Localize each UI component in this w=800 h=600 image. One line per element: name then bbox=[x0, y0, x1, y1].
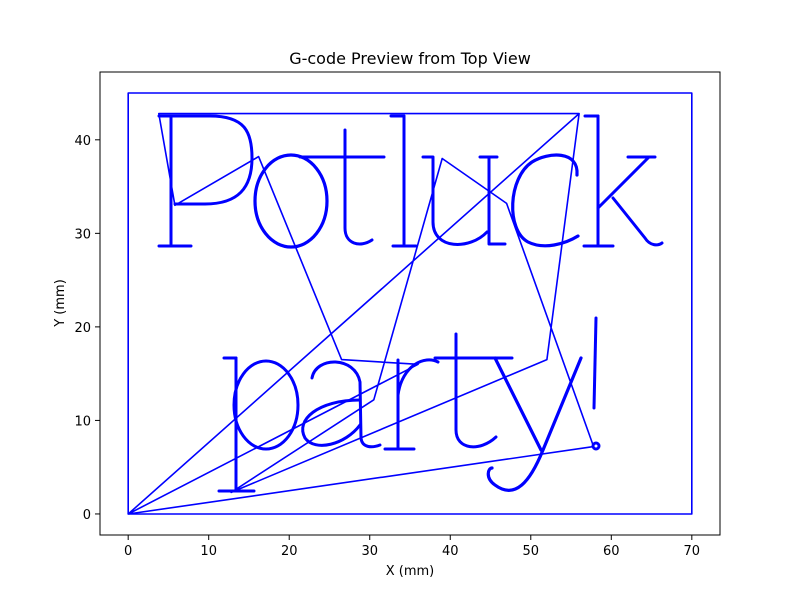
x-axis-label: X (mm) bbox=[386, 564, 435, 579]
letter-r-stroke bbox=[383, 358, 440, 451]
exclamation-stroke bbox=[591, 316, 601, 451]
x-tick-label: 10 bbox=[200, 544, 217, 559]
series-layer bbox=[127, 92, 693, 515]
letter-y-stroke bbox=[486, 356, 583, 492]
letter-c-stroke bbox=[511, 153, 580, 248]
y-tick-label: 0 bbox=[83, 508, 91, 523]
letter-k-stroke bbox=[582, 114, 664, 248]
letter-t2-stroke bbox=[433, 332, 514, 449]
x-tick-label: 20 bbox=[281, 544, 298, 559]
bed-boundary-line bbox=[127, 92, 693, 515]
y-axis-label: Y (mm) bbox=[53, 279, 68, 328]
x-tick-label: 60 bbox=[603, 544, 620, 559]
x-tick-label: 30 bbox=[361, 544, 378, 559]
y-tick-label: 40 bbox=[74, 134, 91, 149]
y-axis-ticks: 0 10 20 30 40 bbox=[74, 134, 100, 523]
y-tick-label: 30 bbox=[74, 227, 91, 242]
letter-o-stroke bbox=[253, 153, 329, 249]
toolpath-strokes bbox=[157, 114, 664, 493]
x-tick-label: 0 bbox=[124, 544, 132, 559]
x-tick-label: 40 bbox=[442, 544, 459, 559]
axes-frame bbox=[99, 71, 721, 536]
x-tick-label: 70 bbox=[684, 544, 701, 559]
letter-p-stroke bbox=[217, 356, 300, 493]
plot-area bbox=[100, 72, 720, 535]
x-tick-label: 50 bbox=[523, 544, 540, 559]
y-tick-label: 20 bbox=[74, 321, 91, 336]
travel-move-line bbox=[127, 112, 595, 515]
letter-l-stroke bbox=[389, 114, 418, 248]
plot-content bbox=[127, 92, 693, 515]
letter-a-stroke bbox=[301, 360, 382, 449]
y-tick-label: 10 bbox=[74, 414, 91, 429]
letter-t-stroke bbox=[298, 128, 386, 246]
x-axis-ticks: 0 10 20 30 40 50 60 70 bbox=[124, 535, 700, 559]
letter-u-stroke bbox=[421, 155, 507, 246]
letter-P-stroke bbox=[157, 114, 254, 248]
chart-title: G-code Preview from Top View bbox=[289, 49, 531, 68]
